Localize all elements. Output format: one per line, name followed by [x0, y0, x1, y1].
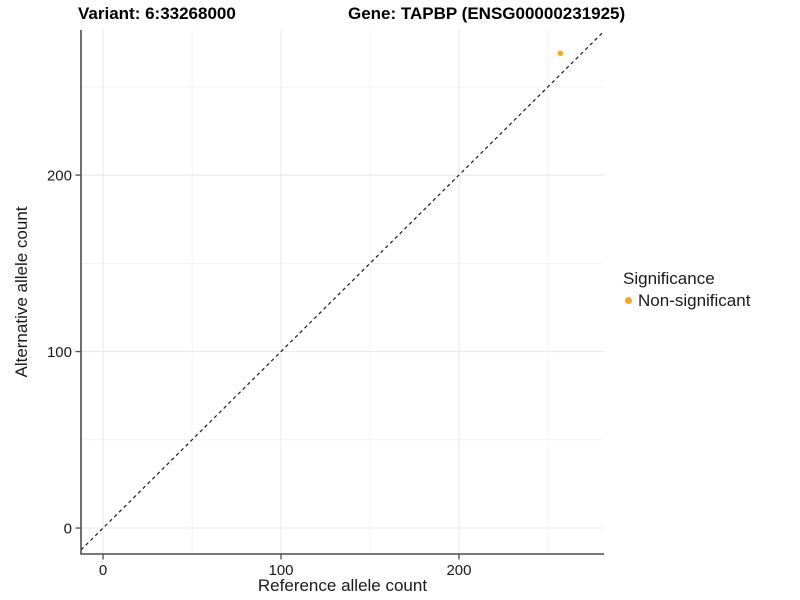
legend: Significance Non-significant: [621, 269, 750, 310]
axis-lines: [80, 30, 604, 555]
x-tick-label: 100: [269, 562, 294, 579]
gene-title: Gene: TAPBP (ENSG00000231925): [348, 4, 626, 23]
legend-point-icon: [625, 297, 632, 304]
data-point: [557, 50, 564, 57]
x-axis-title: Reference allele count: [257, 576, 428, 595]
legend-item-non-significant: Non-significant: [621, 291, 750, 310]
legend-item-label: Non-significant: [638, 291, 751, 310]
y-tick-label: 200: [47, 168, 72, 185]
y-tick-label: 100: [47, 344, 72, 361]
variant-title: Variant: 6:33268000: [78, 4, 236, 23]
identity-line: [80, 30, 605, 551]
legend-title: Significance: [623, 269, 715, 288]
x-tick-label: 200: [446, 562, 471, 579]
y-axis-title: Alternative allele count: [12, 206, 31, 378]
y-tick-label: 0: [64, 521, 72, 538]
x-tick-label: 0: [99, 562, 107, 579]
